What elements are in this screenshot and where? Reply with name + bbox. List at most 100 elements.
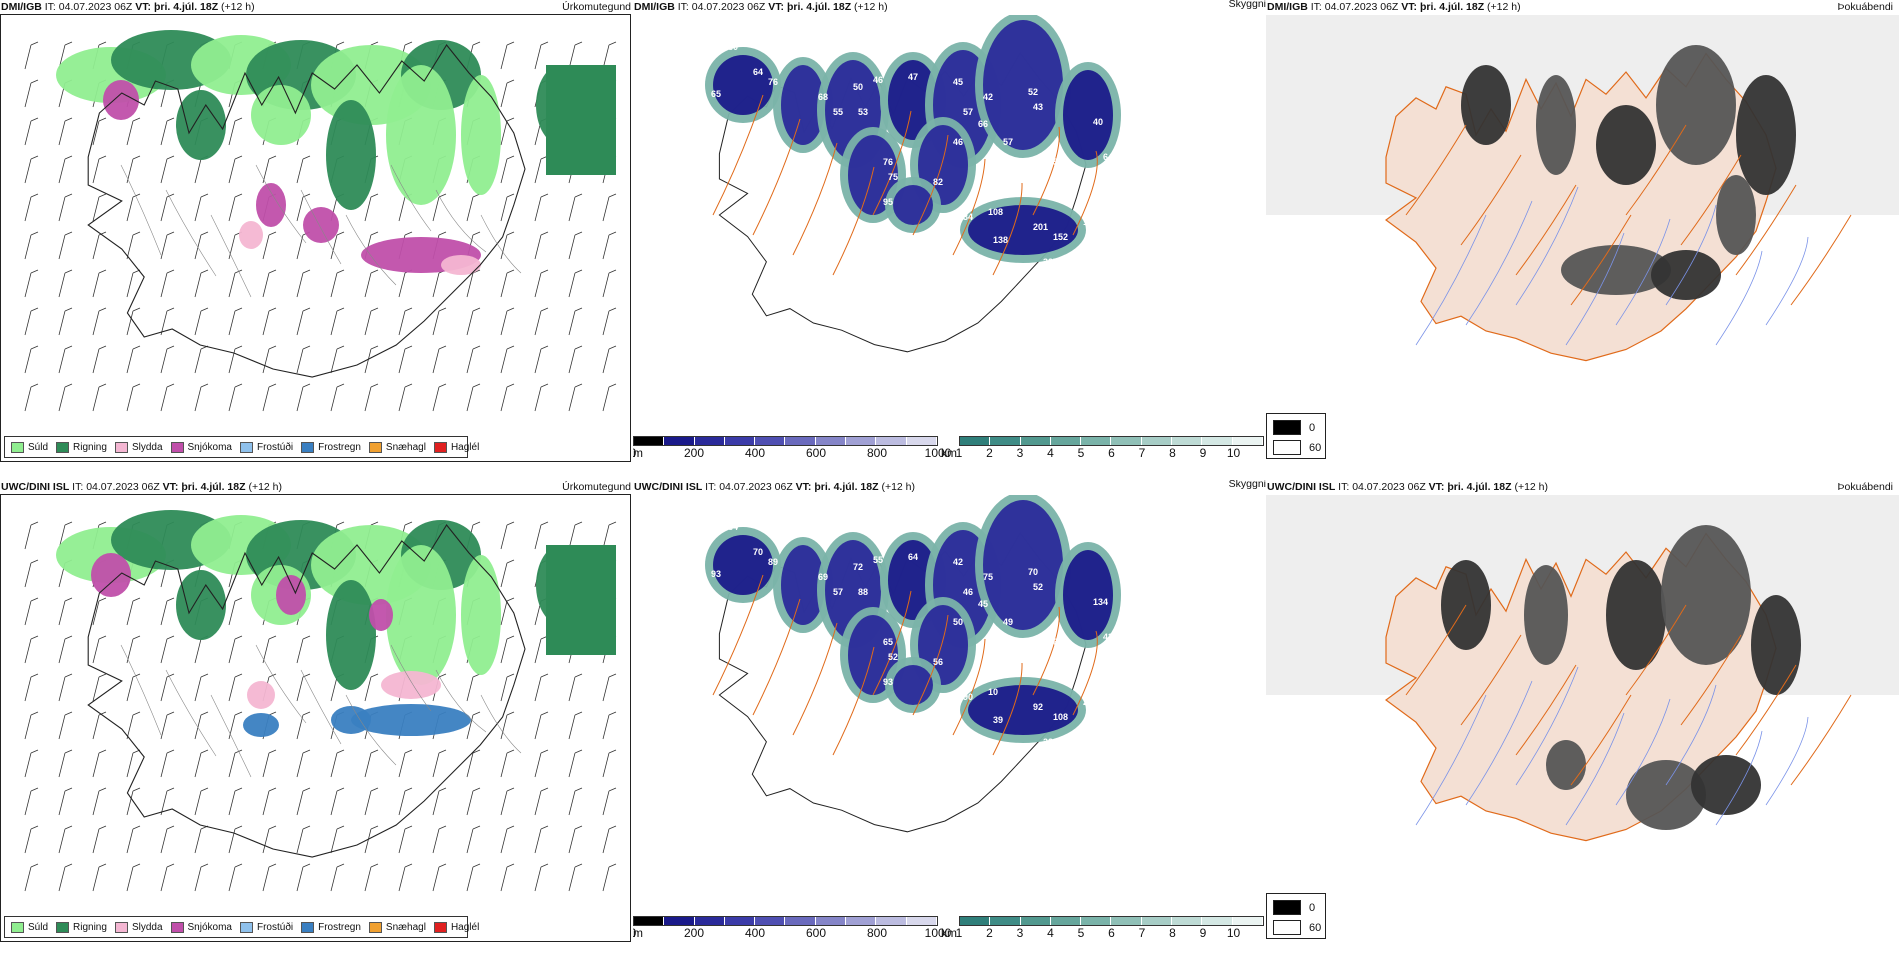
colorbar-m	[633, 436, 938, 446]
wind-barb	[58, 386, 66, 412]
wind-barb	[574, 825, 583, 830]
colorbar-tick-label: 4	[1047, 446, 1054, 460]
precip-patch	[386, 545, 456, 685]
wind-barb	[24, 752, 32, 778]
colorbar-segment	[1111, 917, 1142, 925]
colorbar-segment	[1172, 917, 1203, 925]
wind-barb	[336, 345, 345, 350]
wind-barb	[472, 749, 481, 754]
wind-barb	[64, 749, 73, 754]
wind-barb	[540, 863, 549, 868]
field-name: Þokuábendi	[1837, 481, 1893, 493]
colorbar-segment	[785, 917, 816, 925]
wind-barb	[404, 521, 413, 526]
fog-patch	[1626, 760, 1706, 830]
colorbar-segment	[755, 437, 786, 445]
wind-barb	[166, 383, 175, 388]
wind-barb	[296, 310, 304, 336]
colorbar-segment	[906, 437, 937, 445]
river	[1515, 666, 1579, 786]
colorbar-segment	[1141, 437, 1173, 445]
colorbar-tick-label: 10	[1226, 926, 1241, 940]
wind-barb	[568, 752, 576, 778]
wind-barb	[568, 348, 576, 374]
wind-barb	[506, 711, 515, 716]
wind-barb	[608, 863, 617, 868]
wind-barb	[268, 269, 277, 274]
wind-barb	[268, 787, 277, 792]
wind-barb	[194, 752, 202, 778]
wind-barb	[506, 193, 515, 198]
wind-barb	[98, 787, 107, 792]
wind-barb	[574, 521, 583, 526]
wind-barb	[268, 231, 277, 236]
wind-barb	[370, 383, 379, 388]
visibility-patch	[983, 500, 1063, 630]
wind-barb	[160, 386, 168, 412]
wind-barb	[438, 787, 447, 792]
wind-barb	[540, 673, 549, 678]
wind-barb	[370, 269, 379, 274]
visibility-patch	[1063, 550, 1113, 640]
wind-barb	[540, 787, 549, 792]
wind-barb	[466, 714, 474, 740]
wind-barb	[506, 383, 515, 388]
wind-barb	[568, 310, 576, 336]
wind-barb	[404, 863, 413, 868]
wind-barb	[132, 863, 141, 868]
wind-barb	[568, 386, 576, 412]
visibility-value-label: 52	[1053, 157, 1063, 167]
wind-barb	[132, 345, 141, 350]
wind-barb	[506, 825, 515, 830]
precip-patch	[461, 555, 501, 675]
legend-item: Snjókoma	[170, 441, 232, 453]
wind-barb	[540, 383, 549, 388]
colorbar-segment	[694, 917, 725, 925]
unit-km: km	[941, 926, 957, 940]
wind-barb	[64, 383, 73, 388]
wind-barb	[540, 269, 549, 274]
wind-barb	[432, 348, 440, 374]
wind-barb	[438, 231, 447, 236]
fog-patch	[1736, 75, 1796, 195]
wind-barb	[132, 383, 141, 388]
road	[1570, 694, 1632, 786]
wind-barb	[126, 120, 134, 146]
wind-barb	[540, 749, 549, 754]
wind-barb	[364, 272, 372, 298]
wind-barb	[98, 521, 107, 526]
wind-barb	[234, 307, 243, 312]
wind-barb	[166, 787, 175, 792]
legend-item: Frostregn	[301, 921, 361, 933]
wind-barb	[330, 866, 338, 892]
fog-patch	[1661, 525, 1751, 665]
wind-barb	[568, 790, 576, 816]
wind-barb	[568, 714, 576, 740]
colorbar-tick-label: 0	[633, 446, 636, 460]
colorbar-segment	[960, 437, 991, 445]
road	[1625, 124, 1687, 216]
visibility-value-label: 64	[1103, 152, 1113, 162]
wind-barb	[472, 307, 481, 312]
wind-barb	[64, 193, 73, 198]
colorbar-segment	[815, 917, 847, 925]
panel-title: UWC/DINI ISL IT: 04.07.2023 06Z VT: þri.…	[1, 481, 283, 493]
wind-barb	[330, 790, 338, 816]
colorbar-km-ticks: 1 2 3 4 5 6 7 8 9 10	[956, 446, 1264, 460]
wind-barb	[58, 272, 66, 298]
wind-barb	[64, 231, 73, 236]
fog-map	[1266, 15, 1899, 415]
wind-barb	[404, 307, 413, 312]
river	[1615, 698, 1671, 806]
wind-barb	[330, 676, 338, 702]
visibility-value-label: 57	[1003, 137, 1013, 147]
river	[1715, 730, 1763, 826]
colorbar-tick-label: 400	[744, 446, 766, 460]
visibility-value-label: 40	[1013, 647, 1023, 657]
wind-barb	[472, 521, 481, 526]
visibility-value-label: 59	[823, 692, 833, 702]
wind-barb	[608, 307, 617, 312]
wind-barb	[30, 559, 39, 564]
wind-barb	[30, 307, 39, 312]
wind-barb	[126, 196, 134, 222]
